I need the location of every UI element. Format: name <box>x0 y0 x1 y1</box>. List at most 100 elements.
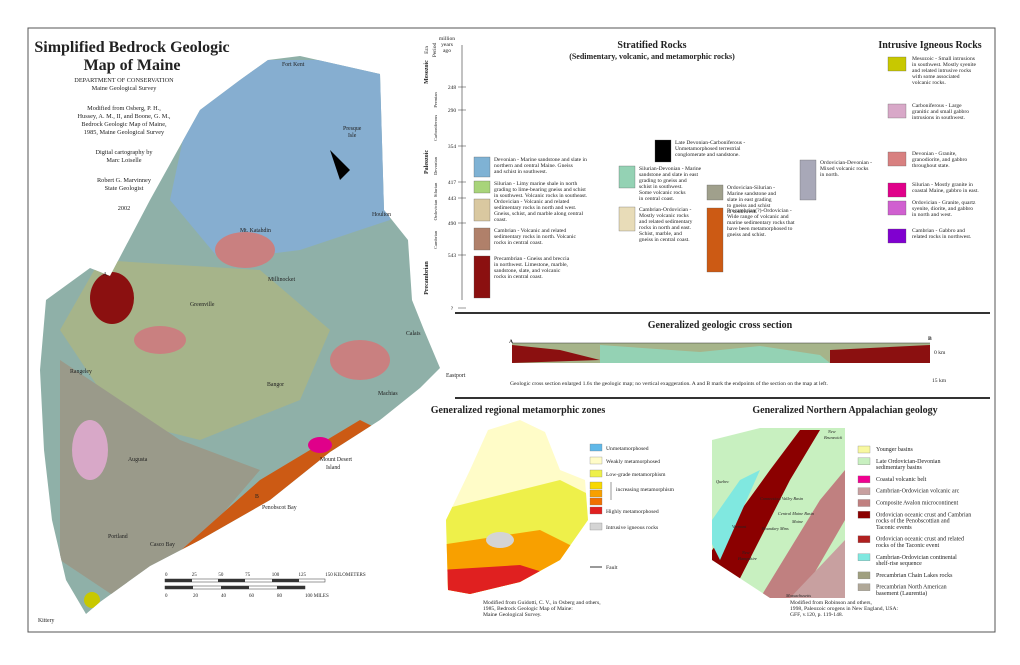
caption: Geologic cross section enlarged 1.6x the… <box>510 380 828 387</box>
time-header: ago <box>443 48 451 54</box>
unit-swatch <box>654 139 672 163</box>
period: Silurian <box>433 182 438 197</box>
region-label: Boundary Mtns <box>762 526 789 531</box>
intrusive-swatch <box>887 182 907 198</box>
age: 290 <box>448 108 457 114</box>
title: Simplified Bedrock Geologic <box>34 39 229 56</box>
place-label: Mt. Katahdin <box>240 228 271 234</box>
era: Precambrian <box>424 261 430 295</box>
place-label: Eastport <box>446 373 466 379</box>
source: Modified from Guidotti, C. V., in Osberg… <box>483 599 601 606</box>
place-label: B <box>255 494 259 500</box>
section-subtitle: (Sedimentary, volcanic, and metamorphic … <box>569 52 735 61</box>
place-label: Island <box>326 465 340 471</box>
geology-swatch <box>857 553 871 561</box>
geology-swatch <box>857 583 871 591</box>
unit-text: grading to lime-bearing gneiss and schis… <box>494 187 586 193</box>
place-label: Bangor <box>267 382 284 388</box>
place-label: Fort Kent <box>282 62 305 68</box>
region-label: New <box>741 550 750 555</box>
credit: Bedrock Geologic Map of Maine, <box>81 121 167 128</box>
intrusive-text: in southwest. Mostly syenite <box>912 62 977 68</box>
source: Modified from Robinson and others, <box>790 599 872 606</box>
intrusive-text: syenite, diorite, and gabbro <box>912 206 973 212</box>
unit-text: Cambrian-Ordovician - <box>639 207 691 213</box>
cross-section <box>512 342 930 363</box>
unit-text: Gneiss, schist, and marble along central <box>494 211 583 217</box>
unit-text: rocks in central coast. <box>494 274 543 280</box>
place-label: Augusta <box>128 457 148 463</box>
unit-text: sedimentary rocks in north. Volcanic <box>494 234 576 240</box>
source: GFF, v.120, p. 119-148. <box>790 612 844 618</box>
unit-text: sandstone, slate, and volcanic <box>494 268 561 274</box>
intrusive-text: in north and west. <box>912 212 953 218</box>
section-title: Intrusive Igneous Rocks <box>878 40 981 51</box>
zone-swatch <box>589 481 603 490</box>
unit-text: in north. <box>820 172 840 178</box>
geology-label: Composite Avalon microcontinent <box>876 501 959 507</box>
geology-label: Ordovician oceanic crust and related <box>876 537 964 543</box>
title: Map of Maine <box>84 57 181 74</box>
intrusive-swatch <box>887 56 907 72</box>
unit-text: conglomerate and sandstone. <box>675 152 740 158</box>
end-label: B <box>928 336 932 342</box>
unit-text: Schist, marble, and <box>639 231 682 237</box>
section-title: Generalized Northern Appalachian geology <box>752 405 937 416</box>
unit-text: Ordovician-Silurian - <box>727 185 775 191</box>
geology-label: Late Ordovician-Devonian <box>876 459 940 465</box>
end-label: A <box>509 339 513 345</box>
credit: 1985, Maine Geological Survey <box>84 129 165 136</box>
age: 354 <box>448 144 457 150</box>
place-label: Millinocket <box>268 277 295 283</box>
zone-label: Highly metamorphosed <box>606 509 659 515</box>
place-label: Presque <box>343 126 362 132</box>
geology-label: shelf-rise sequence <box>876 560 922 567</box>
zone-swatch <box>589 489 603 498</box>
place-label: Houlton <box>372 212 391 218</box>
geology-swatch <box>857 499 871 507</box>
scale-mi-label: 60 <box>249 594 255 599</box>
unit-text: Late Devonian-Carboniferous - <box>675 139 745 146</box>
unit-swatch <box>799 159 817 201</box>
place-label: Kittery <box>38 618 55 624</box>
intrusive-text: and related intrusive rocks <box>912 68 971 74</box>
unit-text: Ordovician - Volcanic and related <box>494 199 569 205</box>
section-title: Stratified Rocks <box>617 40 686 51</box>
unit-text: in southwest. <box>727 209 757 215</box>
unit-text: and related sedimentary <box>639 219 693 225</box>
zone-swatch <box>589 506 603 515</box>
intrusive-text: Ordovician - Granite, quartz <box>912 200 976 206</box>
intrusive-text: Silurian - Mostly granite in <box>912 182 973 188</box>
scale-km-label: 0 <box>165 573 168 578</box>
unit-text: gneiss in central coast. <box>639 237 690 243</box>
intrusive-text: Carboniferous - Large <box>912 102 962 109</box>
place-label: Mount Desert <box>320 457 352 463</box>
age: 443 <box>448 196 457 202</box>
unit-text: in northwest. Limestone, marble, <box>494 262 569 268</box>
intrusive-text: throughout state. <box>912 163 950 169</box>
unit-swatch <box>618 165 636 189</box>
unit-text: Devonian - Marine sandstone and slate in <box>494 157 587 163</box>
intrusive-swatch <box>887 103 907 119</box>
credit: Hussey, A. M., II, and Boone, G. M., <box>78 113 171 120</box>
geology-label: rocks of the Taconic event <box>876 542 939 549</box>
region-label: Massachusetts <box>785 593 811 598</box>
geology-swatch <box>857 457 871 465</box>
time-header: million <box>439 36 455 42</box>
geology-swatch <box>857 487 871 495</box>
unit-swatch <box>706 184 724 201</box>
geology-label: Cambrian-Ordovician continental <box>876 555 957 561</box>
unit-text: Mostly volcanic rocks <box>639 213 689 219</box>
unit-text: sandstone and slate in east <box>639 172 698 178</box>
section-title: Generalized geologic cross section <box>648 320 793 331</box>
period: Devonian <box>433 156 438 175</box>
place-label: Rangeley <box>70 369 92 375</box>
zone-swatch <box>589 443 603 452</box>
unit-text: and schist in southwest. <box>494 169 548 175</box>
unit-text: Marine sandstone and <box>727 191 776 197</box>
zone-label: Unmetamorphosed <box>606 446 649 452</box>
geology-label: sedimentary basins <box>876 465 922 471</box>
place-label: Calais <box>406 331 421 337</box>
intrusive-text: granitic and small gabbro <box>912 109 969 115</box>
